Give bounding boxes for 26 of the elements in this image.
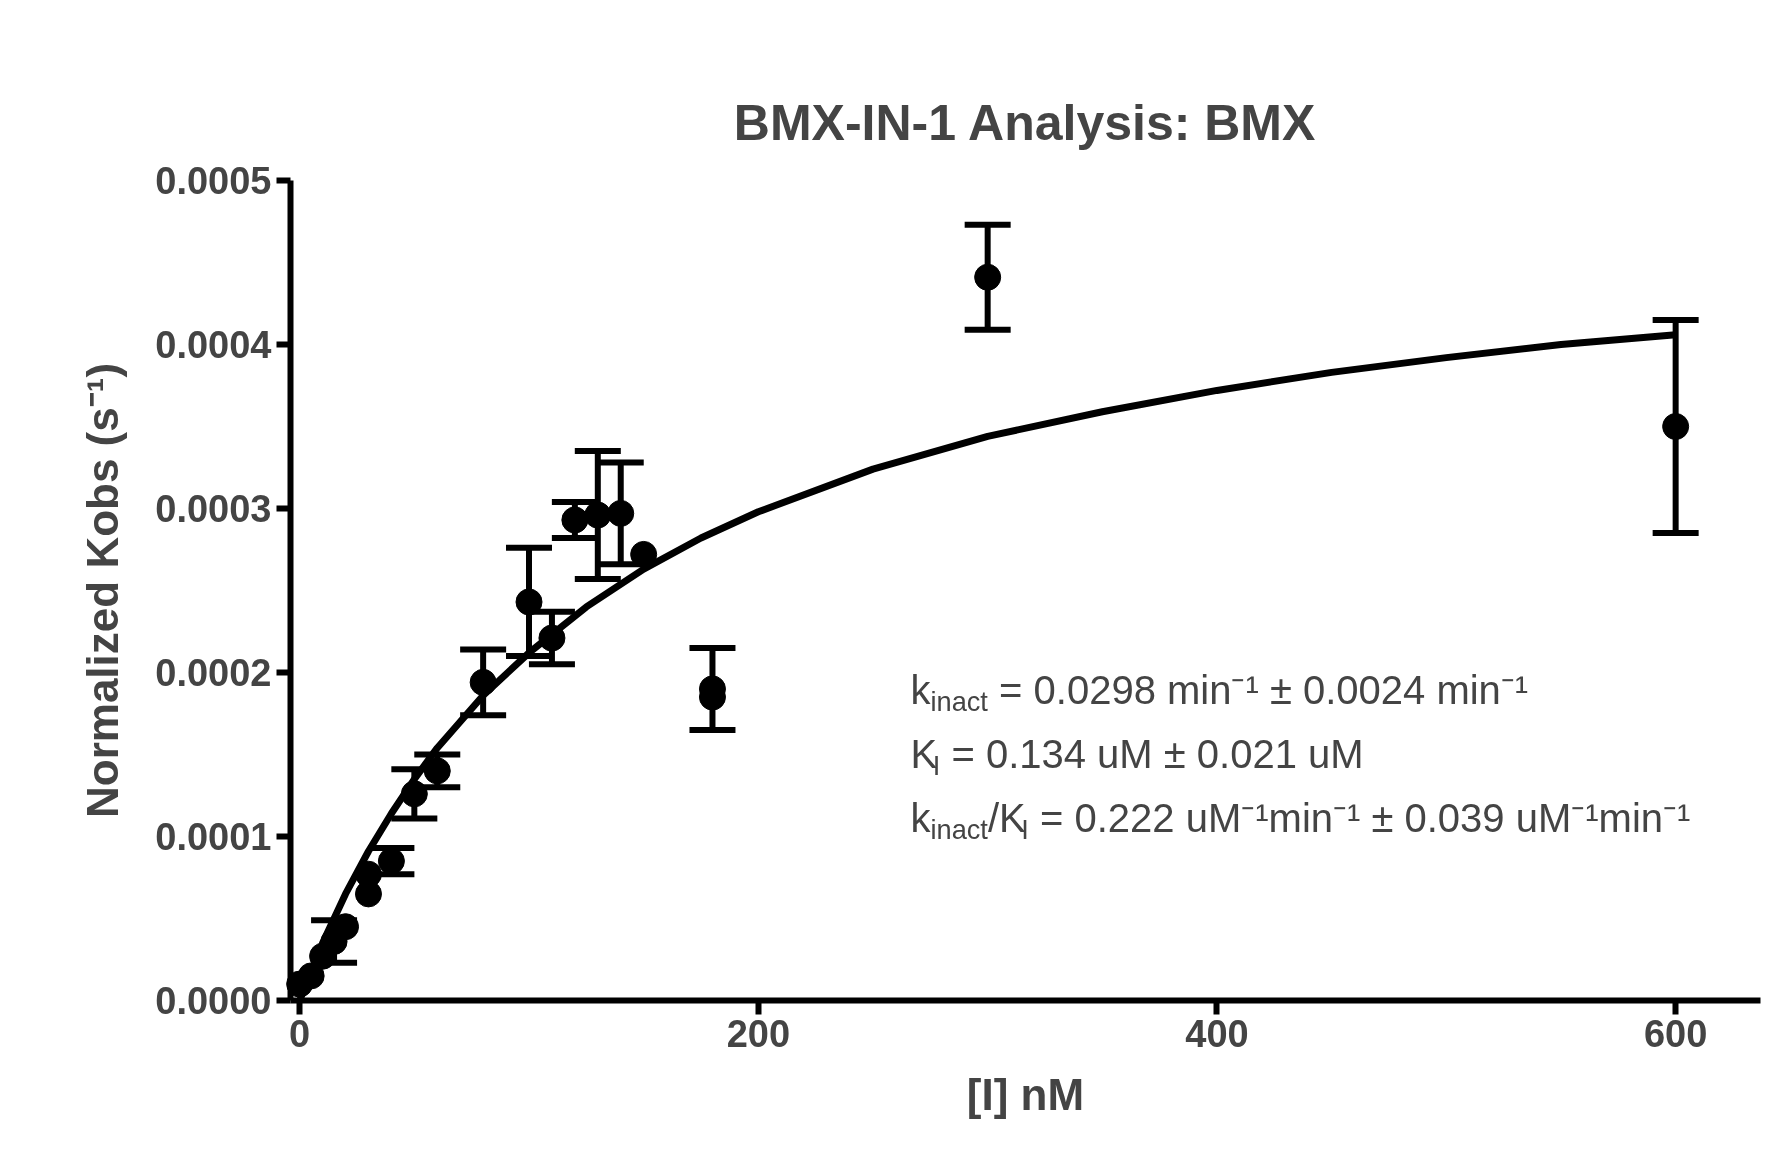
point [469,668,497,696]
y-tick-label: 0.0002 [155,652,272,694]
x-axis-title: [I] nM [966,1069,1085,1119]
point [584,501,612,529]
point [400,780,428,808]
point [1662,413,1690,440]
point [538,624,566,652]
y-tick-label: 0.0000 [155,980,272,1022]
point [630,540,658,568]
point [354,860,382,888]
point [607,499,635,527]
x-tick-label: 0 [289,1012,311,1055]
point [423,757,451,785]
point [515,588,543,616]
y-tick-label: 0.0005 [155,160,272,202]
y-tick-label: 0.0001 [155,816,272,858]
point [974,263,1002,291]
point [561,506,589,534]
x-tick-label: 400 [1185,1012,1249,1055]
y-tick-label: 0.0003 [155,488,272,530]
chart-title: BMX-IN-1 Analysis: BMX [733,94,1316,151]
y-axis-title: Normalized Kobs (s⁻¹) [78,362,128,819]
x-tick-label: 600 [1643,1012,1708,1055]
x-tick-label: 200 [726,1012,791,1055]
y-tick-label: 0.0004 [155,324,272,366]
point [297,962,325,990]
